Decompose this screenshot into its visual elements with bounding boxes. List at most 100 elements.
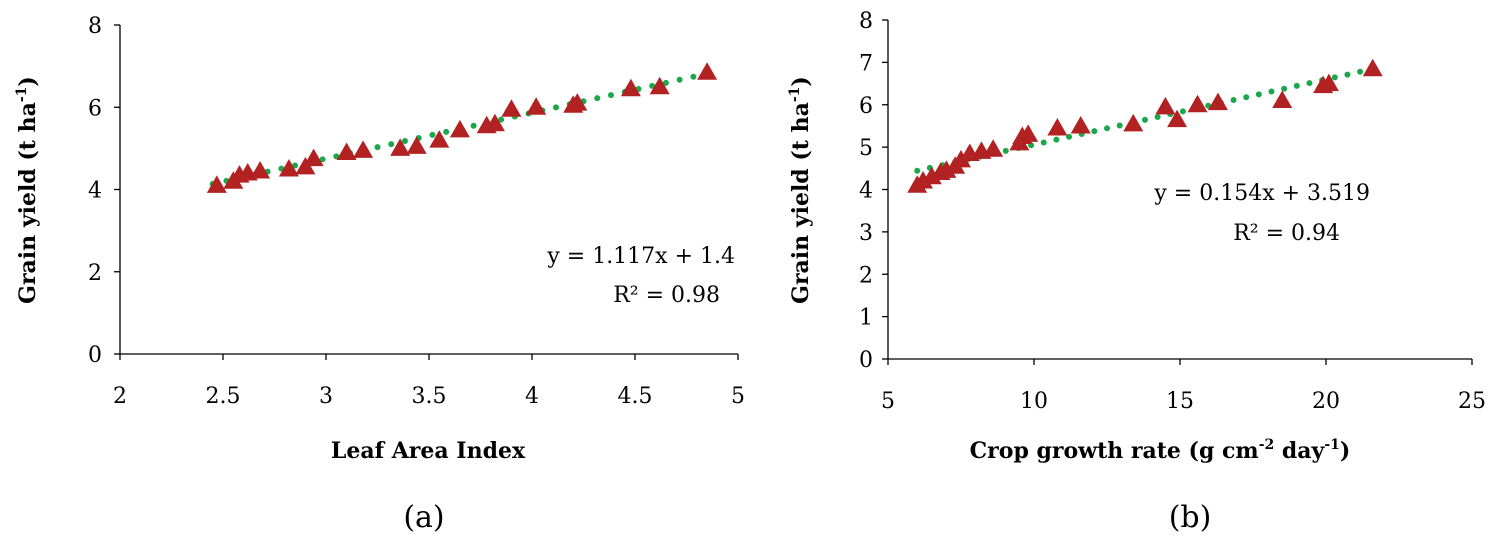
- trend-dot: [553, 104, 560, 111]
- chart-a-x-tick-label: 2.5: [206, 384, 241, 409]
- trend-dot: [443, 128, 450, 135]
- data-point-triangle: [567, 93, 588, 111]
- trend-dot: [1357, 68, 1364, 75]
- data-point-triangle: [1047, 118, 1068, 136]
- trend-dot: [690, 73, 697, 80]
- chart-b: 0 1 2 3 4 5 6 7 8 5 10 15 20 25 Grain yield (t ha-1)…: [787, 9, 1486, 535]
- chart-a-r-squared: R² = 0.98: [613, 283, 720, 308]
- trend-dot: [594, 95, 601, 102]
- chart-a-y-axis-label: Grain yield (t ha-1): [14, 76, 41, 304]
- chart-b-x-tick-label: 10: [1020, 389, 1048, 414]
- chart-b-x-tick-label: 20: [1312, 389, 1340, 414]
- chart-b-panel-label: (b): [1169, 500, 1212, 535]
- data-point-triangle: [1018, 124, 1039, 142]
- trend-dot: [1344, 71, 1351, 78]
- data-point-triangle: [697, 62, 718, 80]
- trend-dot: [388, 141, 395, 148]
- data-point-triangle: [429, 130, 450, 148]
- trend-dot: [1243, 94, 1250, 101]
- trend-dot: [676, 76, 683, 83]
- chart-b-x-axis-label: Crop growth rate (g cm-2 day-1): [970, 437, 1351, 464]
- chart-a-y-tick-label: 0: [88, 343, 102, 368]
- trend-dot: [1053, 136, 1060, 143]
- data-point-triangle: [1362, 58, 1383, 77]
- chart-b-y-axis-label: Grain yield (t ha-1): [787, 76, 814, 304]
- trend-dot: [1104, 125, 1110, 132]
- chart-b-points: [907, 58, 1383, 193]
- chart-a-x-tick-label: 5: [731, 384, 745, 409]
- chart-b-y-tick-label: 2: [859, 263, 873, 288]
- chart-a-y-tick-label: 8: [88, 14, 102, 39]
- data-point-triangle: [983, 139, 1004, 157]
- data-point-triangle: [951, 149, 971, 168]
- trend-dot: [1293, 82, 1300, 89]
- chart-b-y-tick-label: 1: [859, 306, 873, 331]
- data-point-triangle: [649, 76, 670, 95]
- trend-dot: [333, 153, 340, 160]
- chart-b-y-tick-label: 3: [859, 221, 873, 246]
- trend-dot: [1268, 88, 1275, 95]
- chart-a-points: [206, 62, 718, 193]
- data-point-triangle: [501, 99, 522, 117]
- chart-b-r-squared: R² = 0.94: [1233, 221, 1340, 246]
- chart-a-x-axis-label: Leaf Area Index: [331, 438, 526, 464]
- chart-b-y-tick-label: 7: [859, 51, 873, 76]
- trend-dot: [1040, 139, 1047, 146]
- trend-dot: [374, 144, 381, 151]
- data-point-triangle: [1318, 73, 1339, 92]
- data-point-triangle: [206, 175, 227, 193]
- trend-dot: [1179, 108, 1186, 115]
- chart-a-y-tick-label: 6: [88, 96, 102, 121]
- data-point-triangle: [1167, 109, 1188, 128]
- chart-a-y-tick-label: 2: [88, 261, 102, 286]
- chart-b-equation: y = 0.154x + 3.519: [1153, 181, 1370, 206]
- trend-dot: [1066, 133, 1073, 140]
- data-point-triangle: [250, 160, 271, 179]
- chart-b-x-tick-label: 5: [881, 389, 895, 414]
- chart-b-y-tick-label: 4: [859, 179, 873, 204]
- chart-a-x-ticks: 2 2.5 3 3.5 4 4.5 5: [113, 354, 745, 409]
- chart-a-panel-label: (a): [403, 500, 444, 535]
- data-point-triangle: [303, 148, 324, 167]
- trend-dot: [292, 162, 299, 169]
- chart-a-x-tick-label: 2: [113, 384, 127, 409]
- chart-b-y-tick-label: 8: [859, 9, 873, 34]
- data-point-triangle: [390, 138, 411, 156]
- chart-b-y-ticks: 0 1 2 3 4 5 6 7 8: [859, 9, 888, 373]
- trend-dot: [1255, 91, 1262, 98]
- trend-dot: [662, 79, 669, 86]
- data-point-triangle: [526, 97, 547, 115]
- trend-dot: [319, 156, 326, 163]
- chart-b-x-tick-label: 25: [1458, 389, 1486, 414]
- data-point-triangle: [336, 142, 357, 160]
- chart-a-y-ticks: 0 2 4 6 8: [88, 14, 120, 368]
- trend-dot: [1154, 113, 1161, 120]
- trend-dot: [470, 122, 477, 129]
- chart-b-x-tick-label: 15: [1166, 389, 1194, 414]
- trend-dot: [1002, 147, 1009, 154]
- data-point-triangle: [484, 113, 505, 132]
- data-point-triangle: [353, 140, 374, 158]
- chart-b-y-tick-label: 0: [859, 348, 873, 373]
- trend-dot: [607, 92, 614, 99]
- chart-b-x-ticks: 5 10 15 20 25: [881, 359, 1486, 414]
- data-point-triangle: [620, 78, 641, 97]
- trend-dot: [1331, 74, 1338, 81]
- trend-dot: [401, 138, 408, 145]
- trend-dot: [1116, 122, 1123, 129]
- trend-dot: [1141, 116, 1148, 123]
- chart-a-x-tick-label: 4: [525, 384, 539, 409]
- trend-dot: [914, 167, 921, 174]
- chart-a-x-tick-label: 3: [319, 384, 333, 409]
- data-point-triangle: [278, 158, 299, 177]
- chart-a-x-tick-label: 4.5: [618, 384, 653, 409]
- data-point-triangle: [1272, 90, 1293, 109]
- data-point-triangle: [406, 136, 427, 154]
- data-point-triangle: [449, 119, 470, 138]
- chart-a-equation: y = 1.117x + 1.4: [546, 244, 735, 269]
- data-point-triangle: [1187, 94, 1208, 113]
- trend-dot: [498, 116, 505, 123]
- data-point-triangle: [1155, 96, 1176, 115]
